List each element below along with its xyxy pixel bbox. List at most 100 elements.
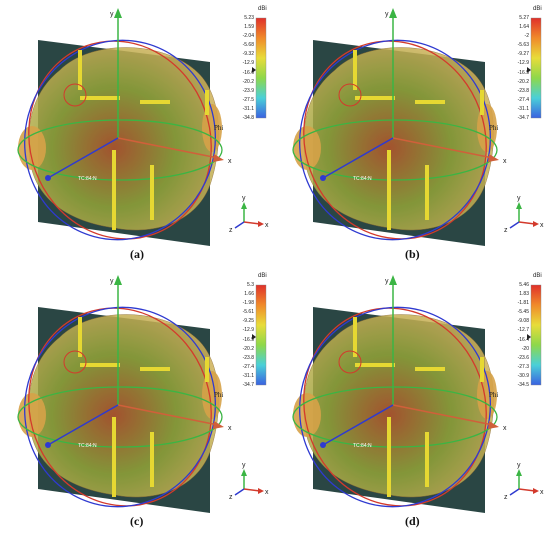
svg-text:z: z [229, 227, 233, 234]
phi-reference-circle [17, 386, 223, 448]
port-marker [63, 350, 87, 374]
side-lobe [18, 126, 46, 170]
svg-text:x: x [265, 222, 269, 229]
pattern-panel-c: y x Phi TC:84:N y x z dBi 5.3 1.66 -1.98 -5.61 -9.25… [0, 267, 275, 534]
colorbar-tick-label: -16.5 [242, 336, 254, 343]
theta-reference-circle [28, 307, 212, 507]
x-axis-label: x [503, 158, 507, 165]
phi-label: Phi [214, 391, 223, 399]
port-label: TC:84:N [78, 176, 97, 182]
port-label: TC:84:N [78, 443, 97, 449]
z-axis-arrow [47, 137, 119, 179]
colorbar-tick-label: 1.83 [519, 291, 529, 298]
pattern-panel-d: y x Phi TC:84:N y x z dBi 5.46 1.83 -1.81 -5.45 -9.0… [275, 267, 550, 534]
side-lobe [293, 126, 321, 170]
antenna-feed-bar [112, 417, 116, 497]
z-axis-marker [45, 442, 51, 448]
antenna-feed-bar [205, 357, 209, 382]
y-axis-label: y [110, 278, 114, 285]
antenna-feed-bar [140, 100, 170, 104]
colorbar-tick-label: 1.64 [519, 24, 529, 31]
phi-label: Phi [489, 391, 498, 399]
colorbar-tick-label: -9.08 [517, 318, 529, 325]
colorbar [255, 17, 267, 119]
antenna-feed-bar [387, 417, 391, 497]
colorbar-tick-label: -34.7 [517, 115, 529, 121]
y-axis-label: y [110, 11, 114, 18]
colorbar-tick-label: -12.9 [242, 327, 254, 334]
radiation-pattern-plot: y x Phi TC:84:N y x z [292, 8, 544, 246]
colorbar-tick-label: 5.23 [244, 15, 254, 21]
z-axis-arrow [47, 404, 119, 446]
colorbar-tick-label: -20.2 [242, 78, 254, 85]
colorbar-marker [252, 67, 256, 73]
antenna-feed-bar [150, 165, 154, 220]
svg-text:z: z [504, 227, 508, 234]
z-axis-marker [45, 175, 51, 181]
colorbar-tick-label: -16.6 [242, 69, 254, 76]
colorbar-tick-label: -23.8 [242, 354, 254, 361]
antenna-feed-bar [353, 317, 357, 357]
theta-reference-circle [28, 40, 212, 240]
colorbar-tick-label: -16.5 [517, 69, 529, 76]
phi-label: Phi [489, 124, 498, 132]
port-marker [338, 83, 362, 107]
colorbar-tick-label: -1.81 [517, 300, 529, 307]
antenna-feed-bar [205, 90, 209, 115]
x-axis-arrow [392, 404, 494, 426]
radiation-pattern-plot: y x Phi TC:84:N y x z [292, 275, 544, 513]
z-axis-arrow [322, 404, 394, 446]
antenna-feed-bar [387, 150, 391, 230]
colorbar-tick-label: -34.7 [242, 382, 254, 388]
colorbar-unit-label: dBi [258, 273, 267, 279]
colorbar-marker [527, 334, 531, 340]
colorbar [530, 17, 542, 119]
svg-text:x: x [540, 222, 544, 229]
colorbar-tick-label: 5.3 [247, 282, 254, 288]
colorbar-tick-label: -27.4 [517, 96, 529, 103]
antenna-feed-bar [78, 317, 82, 357]
radiation-pattern-plot: y x Phi TC:84:N y x z [17, 8, 269, 246]
orientation-triad: y x z [229, 462, 269, 501]
colorbar-tick-label: -5.45 [517, 309, 529, 316]
port-marker [338, 350, 362, 374]
orientation-triad: y x z [504, 462, 544, 501]
side-lobe [293, 393, 321, 437]
antenna-feed-bar [78, 50, 82, 90]
elevation-reference-circle [24, 39, 216, 241]
colorbar-tick-label: -31.1 [242, 372, 254, 379]
colorbar-tick-label: -20.2 [242, 345, 254, 352]
colorbar-tick-label: -2.04 [242, 33, 254, 40]
antenna-feed-bar [140, 367, 170, 371]
colorbar-tick-label: -27.5 [242, 96, 254, 103]
panel-caption: (b) [405, 247, 420, 261]
antenna-feed-bar [150, 432, 154, 487]
colorbar-tick-label: -2 [524, 33, 529, 40]
antenna-feed-bar [480, 357, 484, 382]
x-axis-arrow [117, 137, 219, 159]
antenna-feed-bar [355, 363, 395, 367]
colorbar-tick-label: -20 [521, 345, 529, 352]
panel-caption: (c) [130, 514, 144, 528]
port-marker [63, 83, 87, 107]
x-axis-label: x [503, 425, 507, 432]
colorbar-tick-label: 1.59 [244, 24, 254, 31]
svg-text:y: y [242, 462, 246, 469]
colorbar-tick-label: -23.9 [242, 87, 254, 94]
colorbar-tick-label: -30.9 [517, 372, 529, 379]
antenna-feed-bar [480, 90, 484, 115]
port-label: TC:84:N [353, 443, 372, 449]
x-axis-label: x [228, 158, 232, 165]
y-axis-label: y [385, 11, 389, 18]
elevation-reference-circle [299, 39, 491, 241]
svg-text:y: y [242, 195, 246, 202]
antenna-feed-bar [355, 96, 395, 100]
antenna-feed-bar [425, 165, 429, 220]
z-axis-marker [320, 175, 326, 181]
colorbar [255, 284, 267, 386]
colorbar-tick-label: -5.68 [242, 42, 254, 49]
colorbar-tick-label: -1.98 [242, 300, 254, 307]
phi-reference-circle [292, 386, 498, 448]
colorbar-tick-label: -9.32 [242, 51, 254, 58]
colorbar-tick-label: -31.1 [242, 105, 254, 112]
